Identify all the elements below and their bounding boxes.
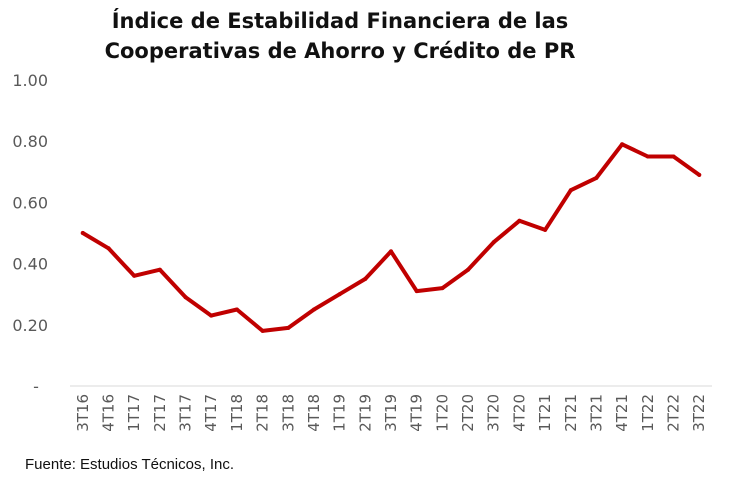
x-tick-label: 4T16 — [100, 394, 118, 432]
y-tick-label: - — [33, 377, 39, 396]
x-tick-label: 1T17 — [125, 394, 143, 432]
data-point — [260, 328, 265, 333]
data-point — [183, 295, 188, 300]
x-tick-label: 2T22 — [664, 394, 682, 432]
data-point — [363, 276, 368, 281]
x-tick-label: 1T18 — [228, 394, 246, 432]
x-tick-label: 2T17 — [151, 394, 169, 432]
chart-title-line-2: Cooperativas de Ahorro y Crédito de PR — [104, 39, 576, 63]
x-tick-label: 1T21 — [536, 394, 554, 432]
data-point — [80, 231, 85, 235]
x-tick-label: 2T21 — [562, 394, 580, 432]
data-point — [132, 273, 137, 278]
data-point — [234, 307, 239, 312]
x-axis-ticks: 3T16 4T16 1T17 2T17 3T17 4T17 1T18 2T18 3T18 4T18… — [74, 394, 708, 432]
x-tick-label: 3T16 — [74, 394, 92, 432]
data-point — [645, 154, 650, 159]
data-point — [620, 142, 625, 147]
chart-title-line-1: Índice de Estabilidad Financiera de las — [111, 9, 569, 33]
x-tick-label: 3T17 — [177, 394, 195, 432]
x-tick-label: 4T21 — [613, 394, 631, 432]
data-point — [568, 188, 573, 193]
data-point — [466, 267, 470, 272]
x-tick-label: 4T17 — [202, 394, 220, 432]
chart-title: Índice de Estabilidad Financiera de las … — [60, 6, 620, 66]
data-point — [337, 292, 342, 297]
data-point — [697, 172, 702, 177]
x-tick-label: 3T19 — [382, 394, 400, 432]
data-point — [286, 325, 291, 330]
x-tick-label: 2T20 — [459, 394, 477, 432]
data-point — [543, 227, 548, 232]
series-group — [80, 142, 702, 333]
y-tick-label: 0.20 — [12, 316, 48, 335]
x-tick-label: 3T21 — [587, 394, 605, 432]
y-tick-label: 0.40 — [12, 255, 48, 274]
data-point — [389, 249, 393, 254]
x-tick-label: 3T18 — [279, 394, 297, 432]
data-point — [594, 175, 599, 180]
x-tick-label: 4T20 — [510, 394, 528, 432]
source-note: Fuente: Estudios Técnicos, Inc. — [25, 456, 234, 473]
data-point — [157, 267, 162, 272]
x-tick-label: 2T18 — [254, 394, 272, 432]
x-tick-label: 2T19 — [356, 394, 374, 432]
x-tick-label: 4T19 — [408, 394, 426, 432]
y-tick-label: 1.00 — [12, 71, 48, 90]
data-point — [517, 218, 522, 223]
y-tick-label: 0.60 — [12, 193, 48, 212]
y-axis-ticks: - 0.20 0.40 0.60 0.80 1.00 — [12, 71, 48, 396]
x-tick-label: 4T18 — [305, 394, 323, 432]
data-point — [312, 307, 316, 312]
data-point — [209, 313, 214, 318]
y-tick-label: 0.80 — [12, 132, 48, 151]
data-point — [440, 286, 445, 291]
data-point — [491, 240, 496, 245]
series-line — [80, 142, 702, 333]
data-point — [414, 289, 419, 294]
x-tick-label: 3T22 — [690, 394, 708, 432]
data-point — [671, 154, 676, 159]
x-tick-label: 1T22 — [639, 394, 657, 432]
x-tick-label: 1T20 — [433, 394, 451, 432]
x-tick-label: 3T20 — [485, 394, 503, 432]
x-tick-label: 1T19 — [331, 394, 349, 432]
data-point — [106, 246, 111, 251]
